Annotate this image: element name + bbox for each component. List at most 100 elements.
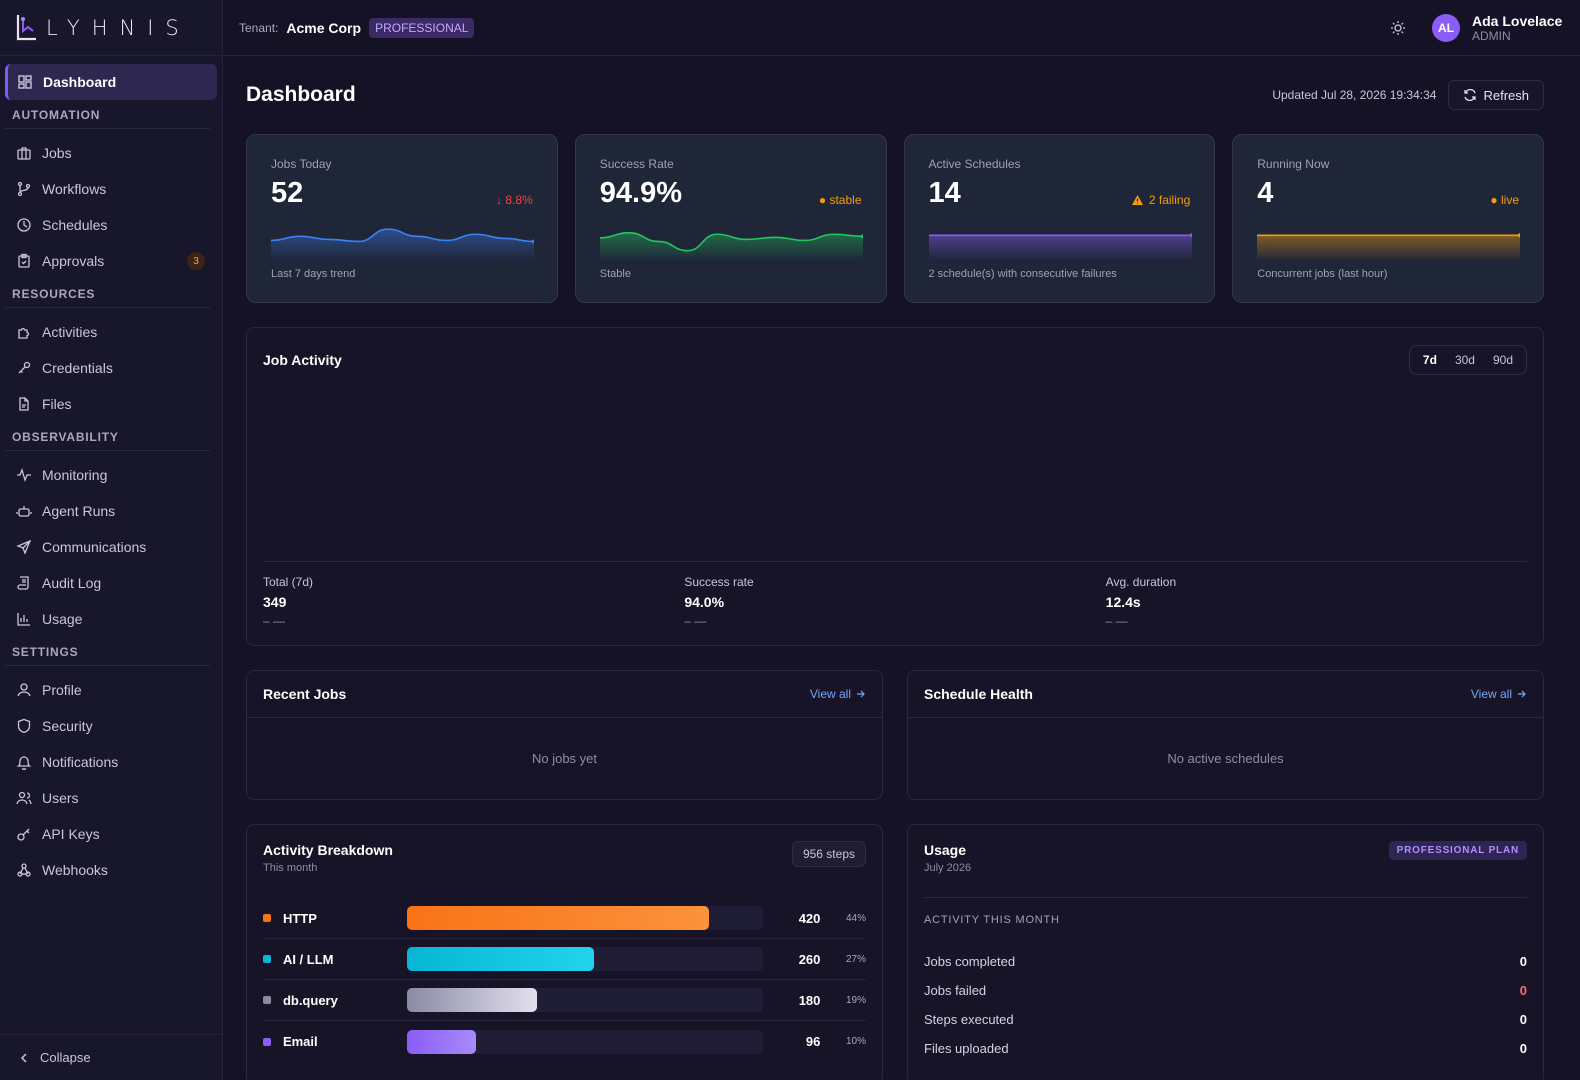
legend-swatch: [263, 1037, 271, 1046]
view-all-label: View all: [809, 687, 851, 701]
sidebar-item-monitoring[interactable]: Monitoring: [5, 457, 217, 493]
usage-row: Jobs failed 0: [924, 983, 1527, 998]
kpi-sparkline: [599, 231, 863, 261]
clipboard-icon: [18, 253, 30, 268]
range-tab-7d[interactable]: 7d: [1422, 353, 1437, 367]
sidebar-item-approvals[interactable]: Approvals 3: [5, 243, 217, 279]
activity-breakdown-subtitle: This month: [263, 862, 318, 874]
stat-label: Avg. duration: [1105, 575, 1177, 589]
sidebar-item-activities[interactable]: Activities: [5, 314, 217, 350]
warning-icon: [1131, 195, 1143, 205]
usage-value: 0: [1519, 1041, 1527, 1056]
sidebar-item-files[interactable]: Files: [5, 386, 217, 422]
stat-avg-duration: Avg. duration 12.4s – —: [1106, 575, 1527, 628]
kpi-value: 52: [271, 177, 304, 209]
sparkline-area: [599, 232, 863, 261]
sidebar-item-agent-runs[interactable]: Agent Runs: [5, 493, 217, 529]
sidebar-item-label: Security: [42, 718, 93, 734]
sidebar-item-label: Audit Log: [42, 575, 102, 591]
job-activity-title: Job Activity: [263, 352, 342, 368]
sidebar-item-label: Users: [42, 790, 79, 806]
sidebar-item-label: Monitoring: [42, 467, 108, 483]
recent-jobs-empty: No jobs yet: [531, 751, 598, 766]
kpi-trend-tag: 2 failing: [1131, 193, 1190, 207]
range-tab-90d[interactable]: 90d: [1492, 353, 1513, 367]
users-icon: [16, 791, 32, 805]
usage-panel: Usage July 2026 PROFESSIONAL PLAN ACTIVI…: [907, 824, 1544, 1080]
recent-jobs-view-all-link[interactable]: View all: [810, 687, 866, 701]
kpi-sparkline: [928, 233, 1192, 261]
shield-icon: [17, 718, 31, 734]
sidebar-item-usage[interactable]: Usage: [5, 601, 217, 637]
sidebar-item-audit-log[interactable]: Audit Log: [5, 565, 217, 601]
sidebar-item-label: Usage: [42, 611, 83, 627]
stat-label: Total (7d): [263, 575, 314, 589]
brand-logo[interactable]: LYHNIS: [0, 0, 222, 56]
sidebar-item-dashboard[interactable]: Dashboard: [5, 64, 217, 100]
theme-toggle-icon[interactable]: [1390, 20, 1406, 36]
collapse-button[interactable]: Collapse: [0, 1034, 222, 1080]
kpi-card-jobs-today[interactable]: Jobs Today 52 ↓ 8.8% Last 7 days trend: [246, 134, 558, 303]
sidebar-item-api-keys[interactable]: API Keys: [5, 816, 217, 852]
sidebar-item-profile[interactable]: Profile: [5, 672, 217, 708]
schedule-health-view-all-link[interactable]: View all: [1471, 687, 1527, 701]
key-icon: [18, 361, 31, 374]
sidebar-item-notifications[interactable]: Notifications: [5, 744, 217, 780]
usage-row: Jobs completed 0: [924, 954, 1527, 969]
user-menu[interactable]: Ada Lovelace ADMIN: [1472, 13, 1568, 43]
sidebar-item-label: Notifications: [42, 754, 119, 770]
sidebar-item-communications[interactable]: Communications: [5, 529, 217, 565]
job-activity-panel: Job Activity 7d 30d 90d 02040608007/2207/2…: [246, 327, 1544, 646]
kpi-value: 4: [1257, 177, 1274, 209]
sparkline-end-point: [1189, 233, 1192, 238]
sidebar-item-schedules[interactable]: Schedules: [5, 207, 217, 243]
kpi-trend-text: ● stable: [818, 193, 862, 207]
kpi-label: Success Rate: [599, 157, 674, 171]
kpi-card-success-rate[interactable]: Success Rate 94.9% ● stable Stable: [574, 134, 887, 303]
usage-value: 0: [1519, 983, 1527, 998]
breakdown-row: HTTP 420 44%: [263, 898, 866, 939]
avatar[interactable]: AL: [1432, 14, 1460, 42]
kpi-card-active-schedules[interactable]: Active Schedules 14 2 failing 2 schedule(s)…: [903, 134, 1216, 303]
legend-swatch: [263, 996, 271, 1004]
breakdown-bar-fill: [406, 1029, 477, 1054]
branch-icon: [17, 181, 31, 197]
sidebar-item-label: Profile: [42, 682, 82, 698]
sparkline-line: [599, 231, 863, 252]
refresh-button[interactable]: Refresh: [1448, 80, 1544, 110]
usage-label: Jobs completed: [924, 954, 1016, 969]
sparkline-area: [928, 235, 1192, 261]
send-icon: [16, 539, 32, 555]
topbar: Tenant: Acme Corp PROFESSIONAL AL Ada Lo…: [223, 0, 1580, 56]
sidebar-item-label: API Keys: [42, 826, 100, 842]
sparkline-end-point: [860, 234, 863, 239]
sidebar-item-label: Files: [42, 396, 72, 412]
updated-timestamp: Updated Jul 28, 2026 19:34:34: [1272, 88, 1437, 102]
sidebar-item-security[interactable]: Security: [5, 708, 217, 744]
kpi-trend-text: ● live: [1490, 193, 1519, 207]
kpi-sparkline: [271, 228, 534, 261]
tenant-label: Tenant:: [239, 20, 279, 35]
view-all-label: View all: [1470, 687, 1512, 701]
sidebar-item-label: Schedules: [42, 217, 108, 233]
range-tab-30d[interactable]: 30d: [1454, 353, 1475, 367]
sidebar-item-users[interactable]: Users: [5, 780, 217, 816]
approvals-count-badge: 3: [187, 252, 205, 270]
breakdown-label: HTTP: [282, 910, 317, 926]
kpi-card-running-now[interactable]: Running Now 4 ● live Concurrent jobs (last …: [1232, 134, 1544, 303]
sidebar-item-workflows[interactable]: Workflows: [5, 171, 217, 207]
breakdown-row: Email 96 10%: [263, 1021, 866, 1062]
sidebar-item-label: Credentials: [42, 360, 113, 376]
sidebar-item-credentials[interactable]: Credentials: [5, 350, 217, 386]
tenant-name[interactable]: Acme Corp: [286, 19, 362, 36]
breakdown-bar-track: [406, 1029, 763, 1054]
user-role: ADMIN: [1472, 29, 1511, 43]
sidebar-item-webhooks[interactable]: Webhooks: [5, 852, 217, 888]
sidebar-item-label: Webhooks: [42, 862, 108, 878]
sidebar-item-jobs[interactable]: Jobs: [5, 135, 217, 171]
usage-title: Usage: [924, 842, 967, 858]
usage-label: Files uploaded: [924, 1041, 1009, 1056]
refresh-icon: [1464, 88, 1477, 102]
clock-icon: [17, 218, 31, 232]
steps-total-badge: 956 steps: [791, 841, 866, 867]
